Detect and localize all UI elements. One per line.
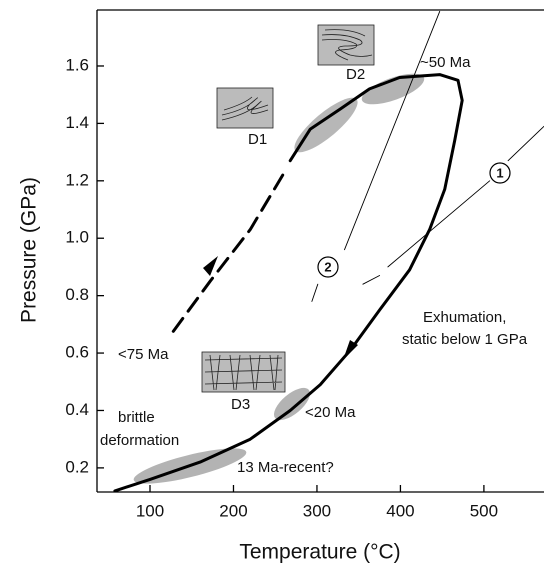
pt-path [113, 73, 464, 493]
annotation: <20 Ma [305, 404, 356, 421]
inset-fold [321, 29, 373, 61]
pt-path [168, 173, 285, 338]
y-tick-label: 1.6 [65, 55, 89, 74]
arrow [203, 256, 218, 276]
annotation: D2 [346, 66, 365, 83]
x-tick-label: 500 [470, 501, 498, 520]
y-tick-label: 1.0 [65, 228, 89, 247]
annotation: Exhumation, [423, 309, 506, 326]
annotation: deformation [100, 432, 179, 449]
annotation: <75 Ma [118, 346, 169, 363]
annotation: 13 Ma-recent? [237, 459, 334, 476]
reaction-marker [317, 256, 339, 278]
annotation: static below 1 GPa [402, 331, 528, 348]
y-tick-label: 1.4 [65, 113, 89, 132]
insets [201, 24, 375, 393]
pt-path [311, 10, 441, 302]
y-axis-title: Pressure (GPa) [18, 177, 41, 323]
arrow [343, 340, 358, 360]
inset-d2 [317, 24, 375, 66]
y-tick-label: 1.2 [65, 170, 89, 189]
annotation: D3 [231, 396, 250, 413]
x-tick-label: 200 [219, 501, 247, 520]
annotation: brittle [118, 409, 155, 426]
zone [273, 387, 311, 421]
y-tick-label: 0.8 [65, 285, 89, 304]
x-axis-title: Temperature (°C) [239, 541, 400, 564]
inset-crenulation [204, 354, 283, 391]
x-tick-label: 100 [136, 501, 164, 520]
reaction-label: 1 [496, 165, 503, 180]
zone [361, 73, 425, 105]
annotation: D1 [248, 131, 267, 148]
x-tick-label: 300 [303, 501, 331, 520]
deformation-zones [133, 73, 425, 484]
pt-path [362, 125, 544, 285]
reaction-marker [489, 162, 511, 184]
inset-fold [221, 96, 269, 121]
annotation: ~50 Ma [420, 54, 471, 71]
y-tick-label: 0.4 [65, 400, 89, 419]
inset-d1 [216, 87, 274, 129]
plot: 12 [113, 10, 544, 493]
zone [294, 97, 358, 153]
x-tick-label: 400 [386, 501, 414, 520]
y-tick-label: 0.2 [65, 457, 89, 476]
reaction-label: 2 [324, 259, 331, 274]
y-tick-label: 0.6 [65, 343, 89, 362]
